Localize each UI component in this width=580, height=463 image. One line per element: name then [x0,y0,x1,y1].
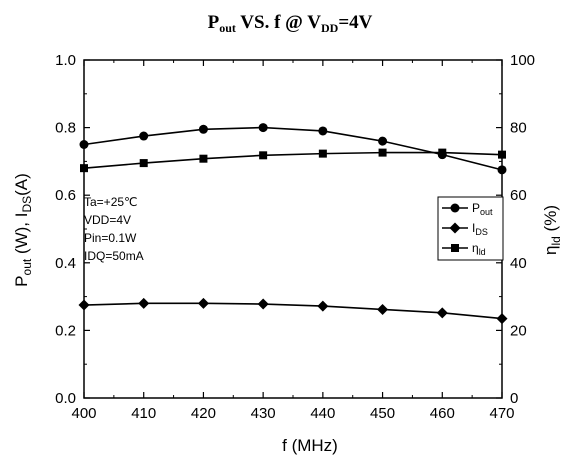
legend-marker [449,222,461,234]
data-point [496,313,508,325]
legend-entry: ηld [442,241,486,257]
annotation-line-3: Pin=0.1W [84,231,137,245]
chart-title: Pout VS. f @ VDD=4V [208,12,373,35]
y-left-tick-label: 0.8 [55,120,76,137]
conditions-annotation: Ta=+25℃ VDD=4V Pin=0.1W IDQ=50mA [84,195,144,263]
data-point [378,136,388,146]
data-point [199,154,208,163]
y-right-tick-label: 100 [510,52,535,69]
x-tick-label: 440 [310,405,335,422]
x-tick-label: 400 [71,405,96,422]
legend-entry: Pout [442,201,493,217]
data-point [257,298,269,310]
y-right-tick-label: 80 [510,120,527,137]
y-left-tick-label: 1.0 [55,52,76,69]
annotation-line-1: Ta=+25℃ [84,195,138,209]
y-right-tick-label: 20 [510,322,527,339]
x-tick-label: 450 [370,405,395,422]
y-right-tick-label: 40 [510,255,527,272]
data-point [498,150,506,159]
series-2 [78,297,508,325]
y-left-tick-label: 0.4 [55,255,76,272]
data-point [78,299,90,311]
legend: Pout IDS ηld [437,196,504,261]
x-tick-label: 430 [251,405,276,422]
y-left-tick-label: 0.0 [55,390,76,407]
data-point [138,297,150,309]
legend-label: ηld [472,241,486,257]
data-point [317,300,329,312]
y-right-tick-label: 60 [510,187,527,204]
data-point [197,297,209,309]
series-3 [80,148,506,173]
data-point [318,149,327,158]
legend-marker [450,203,460,213]
legend-label: IDS [472,221,488,237]
data-point [139,159,148,168]
data-point [259,151,268,160]
data-point [377,303,389,315]
series-line [83,151,503,169]
data-point [80,164,88,173]
annotation-line-4: IDQ=50mA [84,249,144,263]
y-left-tick-label: 0.2 [55,322,76,339]
y-right-tick-label: 0 [510,390,518,407]
data-point [258,123,268,133]
y-axis-right-label: ηld (%) [541,205,563,255]
y-left-tick-label: 0.6 [55,187,76,204]
x-tick-label: 410 [131,405,156,422]
legend-marker [451,244,459,252]
x-tick-label: 470 [489,405,514,422]
x-tick-label: 460 [430,405,455,422]
data-point [438,148,447,157]
data-point [139,131,149,141]
series-line [83,302,503,320]
annotation-line-2: VDD=4V [84,213,131,227]
data-point [497,165,507,175]
legend-entry: IDS [442,221,488,237]
data-point [318,126,328,136]
x-axis-label: f (MHz) [282,436,338,455]
series-layer [78,123,508,325]
axis-ticks: 400 410 420 430 440 450 460 4700.00.20.40.60.81… [55,52,535,422]
x-tick-label: 420 [191,405,216,422]
data-point [436,307,448,319]
data-point [79,140,89,149]
y-axis-left-label: Pout (W), IDS(A) [12,173,34,287]
data-point [378,148,387,157]
legend-label: Pout [472,201,493,217]
data-point [198,124,208,134]
